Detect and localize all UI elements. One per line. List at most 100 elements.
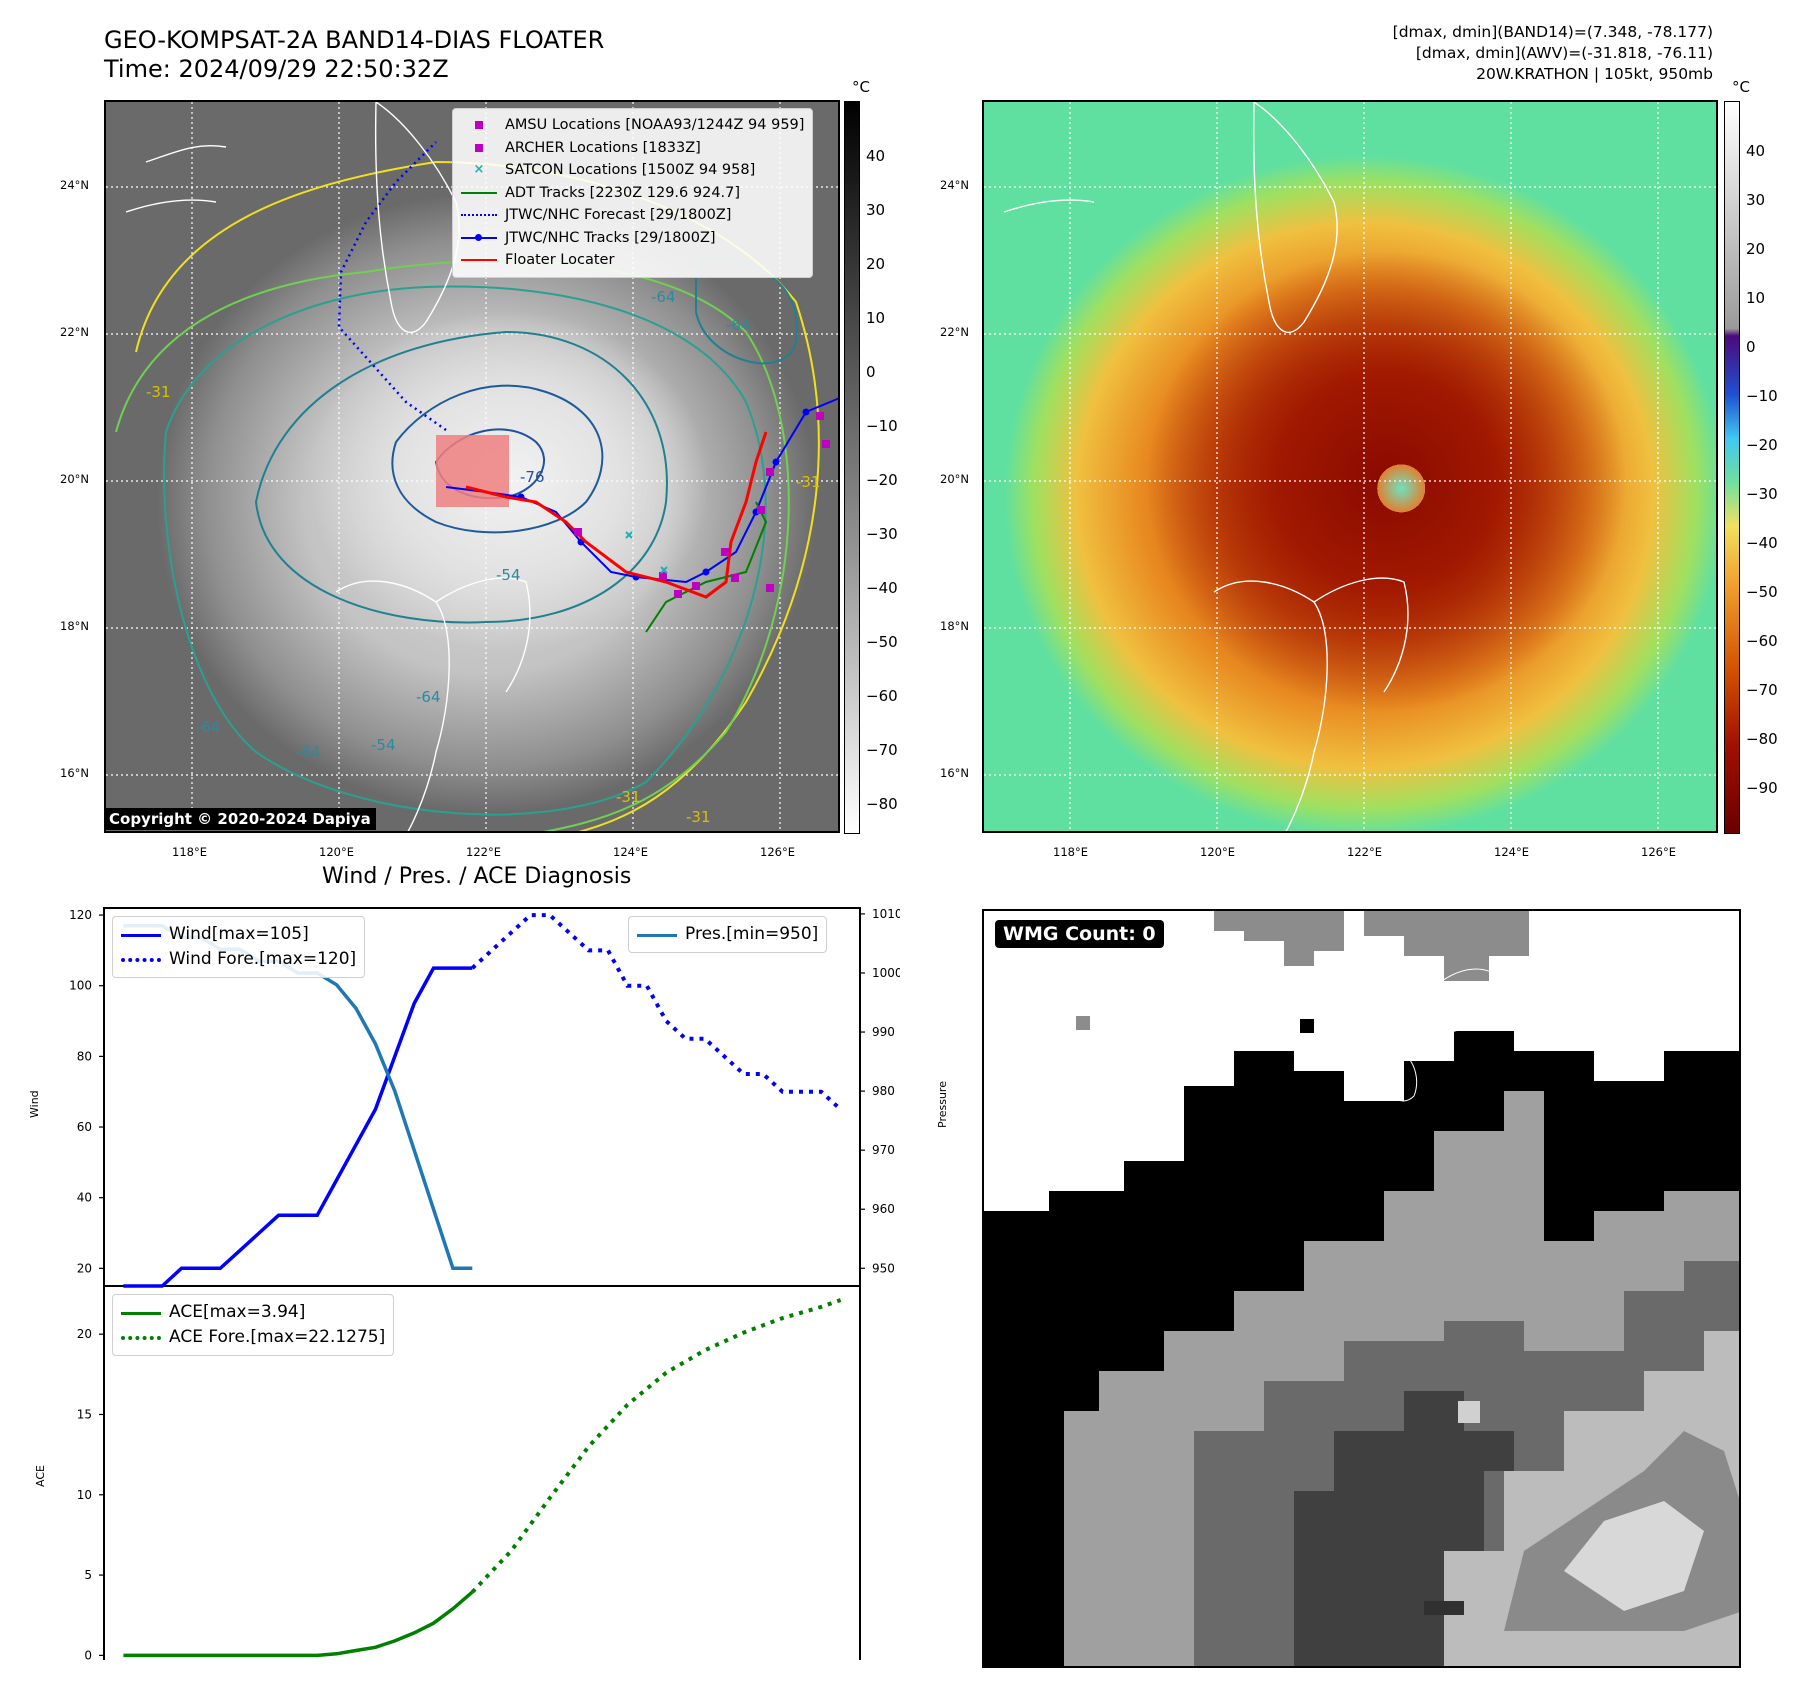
cbar-tick: 40 (866, 147, 886, 165)
pressure-tick-label: 970 (872, 1143, 895, 1157)
copyright-badge: Copyright © 2020-2024 Dapiya (104, 808, 376, 830)
ir-map-overlay: -31 -64 -76 -54 -64 -64 -64 -54 -31 -31 … (106, 102, 838, 831)
wind-tick-label: 120 (69, 908, 92, 922)
jtwc-forecast-track (337, 141, 447, 432)
pressure-legend: Pres.[min=950] (628, 916, 828, 953)
title-line-2: Time: 2024/09/29 22:50:32Z (104, 55, 449, 83)
track-legend: AMSU Locations [NOAA93/1244Z 94 959] ARC… (452, 108, 814, 278)
cbar-tick: −40 (866, 579, 898, 597)
ace-tick-label: 15 (77, 1407, 92, 1421)
contour-label: -31 (796, 473, 821, 491)
pressure-tick-label: 990 (872, 1025, 895, 1039)
satcon-locations (625, 531, 668, 574)
colorbar-right-unit: °C (1732, 78, 1750, 96)
lon-label: 118°E (172, 845, 207, 859)
cbar-tick: −10 (866, 417, 898, 435)
wind-tick-label: 60 (77, 1120, 92, 1134)
contour-label: -64 (196, 718, 221, 736)
info-awv: [dmax, dmin](AWV)=(-31.818, -76.11) (1415, 44, 1713, 62)
floater-locater-track (465, 431, 768, 599)
lat-label: 24°N (60, 178, 89, 192)
wind-series-group (123, 913, 842, 1288)
pressure-ylabel: Pressure (936, 1081, 949, 1128)
cbar-tick: 20 (1746, 240, 1766, 258)
wind-line (123, 966, 473, 1288)
legend-ace: ACE[max=3.94] (121, 1300, 385, 1325)
cbar-tick: −50 (1746, 583, 1778, 601)
cbar-tick: −50 (866, 633, 898, 651)
cbar-tick: −80 (1746, 730, 1778, 748)
legend-floater: Floater Locater (461, 249, 804, 272)
legend-adt: ADT Tracks [2230Z 129.6 924.7] (461, 182, 804, 205)
cbar-tick: −70 (1746, 681, 1778, 699)
cbar-tick: −10 (1746, 387, 1778, 405)
cbar-tick: 10 (1746, 289, 1766, 307)
lat-label: 20°N (60, 472, 89, 486)
lat-label: 20°N (940, 472, 969, 486)
ace-axes-frame (103, 1285, 861, 1660)
pressure-tick-label: 960 (872, 1202, 895, 1216)
cbar-tick: −40 (1746, 534, 1778, 552)
legend-ace-forecast: ACE Fore.[max=22.1275] (121, 1325, 385, 1350)
contour-label: -64 (296, 743, 321, 761)
lat-label: 18°N (940, 619, 969, 633)
ace-tick-label: 5 (84, 1568, 92, 1582)
lon-label: 122°E (466, 845, 501, 859)
legend-pressure: Pres.[min=950] (637, 922, 818, 947)
lon-label: 124°E (1494, 845, 1529, 859)
wind-tick-label: 80 (77, 1049, 92, 1063)
pressure-ytick-group: 950 960 970 980 990 1000 1010 (860, 907, 900, 1275)
map-gridlines (984, 102, 1716, 831)
lon-label: 126°E (760, 845, 795, 859)
contour-label: -76 (520, 468, 545, 486)
pressure-tick-label: 1010 (872, 907, 900, 921)
legend-jtwc-track: JTWC/NHC Tracks [29/1800Z] (461, 227, 804, 250)
pressure-tick-label: 1000 (872, 966, 900, 980)
wmg-count-badge: WMG Count: 0 (995, 920, 1164, 948)
pressure-tick-label: 980 (872, 1084, 895, 1098)
ace-tick-label: 20 (77, 1327, 92, 1341)
cbar-tick: −90 (1746, 779, 1778, 797)
cbar-tick: 30 (1746, 191, 1766, 209)
cbar-tick: 30 (866, 201, 886, 219)
lat-label: 18°N (60, 619, 89, 633)
contour-label: -64 (651, 288, 676, 306)
colorbar-right (1724, 101, 1740, 834)
info-band14: [dmax, dmin](BAND14)=(7.348, -78.177) (1392, 23, 1713, 41)
cbar-tick: −80 (866, 795, 898, 813)
cbar-tick: −20 (866, 471, 898, 489)
cbar-tick: −60 (866, 687, 898, 705)
contour-label: -54 (371, 736, 396, 754)
wmg-cloud-shapes (984, 911, 1739, 1666)
legend-satcon: × SATCON Locations [1500Z 94 958] (473, 162, 756, 178)
lon-label: 124°E (613, 845, 648, 859)
wind-forecast-line (470, 913, 842, 1111)
title-line-1: GEO-KOMPSAT-2A BAND14-DIAS FLOATER (104, 26, 605, 54)
coastlines (125, 102, 531, 831)
legend-archer: ARCHER Locations [1833Z] (461, 137, 804, 160)
ace-ytick-group: 0 5 10 15 20 (77, 1327, 104, 1660)
cbar-tick: −70 (866, 741, 898, 759)
cbar-tick: 0 (866, 363, 876, 381)
color-ir-map-panel (982, 100, 1718, 833)
lat-label: 16°N (60, 766, 89, 780)
lat-label: 22°N (60, 325, 89, 339)
wind-legend: Wind[max=105] Wind Fore.[max=120] (112, 916, 366, 978)
contour-label: -64 (726, 316, 751, 334)
cbar-tick: 20 (866, 255, 886, 273)
wind-tick-label: 100 (69, 979, 92, 993)
intensity-info: [dmax, dmin](BAND14)=(7.348, -78.177) [d… (1393, 22, 1713, 85)
legend-jtwc-forecast: JTWC/NHC Forecast [29/1800Z] (461, 204, 804, 227)
cbar-tick: −30 (1746, 485, 1778, 503)
colorbar-left (844, 101, 860, 834)
coastlines (1003, 102, 1409, 831)
lat-label: 24°N (940, 178, 969, 192)
temperature-contours (115, 160, 820, 831)
figure-title: GEO-KOMPSAT-2A BAND14-DIAS FLOATER Time:… (104, 26, 604, 84)
contour-label-group: -31 -64 -76 -54 -64 -64 -64 -54 -31 -31 … (146, 288, 821, 826)
wmg-overlay (984, 911, 1739, 1666)
wind-ytick-group: 20 40 60 80 100 120 (69, 908, 104, 1275)
colorbar-left-unit: °C (852, 78, 870, 96)
legend-amsu: AMSU Locations [NOAA93/1244Z 94 959] (461, 114, 804, 137)
